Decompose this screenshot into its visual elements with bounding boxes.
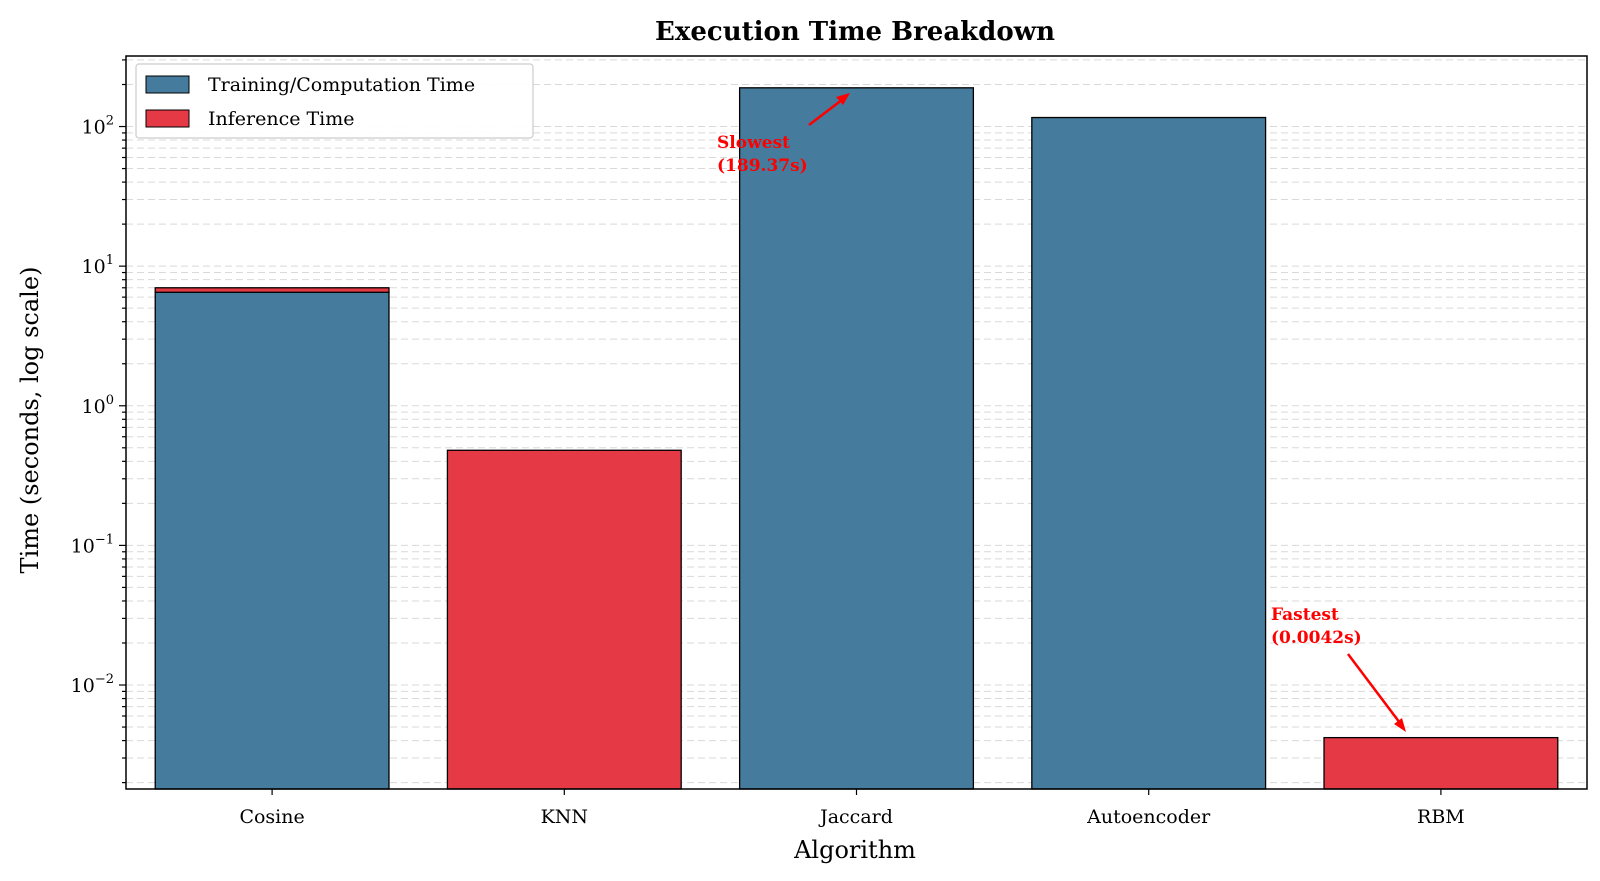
annotation-slowest: Slowest (189.37s) xyxy=(717,93,850,176)
x-axis-label: Algorithm xyxy=(793,836,916,864)
y-tick-label: 100 xyxy=(82,393,114,418)
chart-title: Execution Time Breakdown xyxy=(655,17,1055,47)
legend: Training/Computation Time Inference Time xyxy=(135,63,534,139)
slowest-label-line1: Slowest xyxy=(717,133,790,153)
legend-label-training: Training/Computation Time xyxy=(208,74,475,96)
fastest-arrow xyxy=(1347,653,1404,728)
bar-autoencoder-training xyxy=(1031,116,1267,790)
y-tick-label: 101 xyxy=(82,253,114,278)
legend-swatch-inference xyxy=(145,109,190,128)
bar-knn-inference xyxy=(446,449,682,790)
x-tick-label: Jaccard xyxy=(818,806,893,828)
x-tick-label: KNN xyxy=(541,806,588,828)
bar-cosine-training xyxy=(154,291,390,790)
x-tick-label: Cosine xyxy=(239,806,304,828)
x-tick-label: RBM xyxy=(1417,806,1465,828)
bars xyxy=(154,87,1559,790)
slowest-arrowhead xyxy=(836,93,850,105)
bar-cosine-inference xyxy=(154,287,390,293)
legend-frame xyxy=(135,63,534,139)
y-axis-label: Time (seconds, log scale) xyxy=(16,267,44,574)
y-tick-label: 102 xyxy=(82,114,114,139)
x-tick-label: Autoencoder xyxy=(1086,806,1211,828)
x-ticks: Cosine KNN Jaccard Autoencoder RBM xyxy=(239,789,1465,828)
fastest-label-line1: Fastest xyxy=(1271,605,1339,625)
fastest-label-line2: (0.0042s) xyxy=(1271,628,1362,648)
y-tick-label: 10−2 xyxy=(71,672,114,697)
legend-label-inference: Inference Time xyxy=(208,108,355,130)
annotation-fastest: Fastest (0.0042s) xyxy=(1271,605,1406,732)
slowest-label-line2: (189.37s) xyxy=(717,156,808,176)
bar-rbm-inference xyxy=(1323,736,1559,790)
legend-swatch-training xyxy=(145,75,190,94)
bar-jaccard-training xyxy=(738,87,975,790)
y-ticks: 10−2 10−1 100 101 102 xyxy=(71,59,126,784)
fastest-arrowhead xyxy=(1394,718,1406,732)
y-tick-label: 10−1 xyxy=(71,532,114,557)
